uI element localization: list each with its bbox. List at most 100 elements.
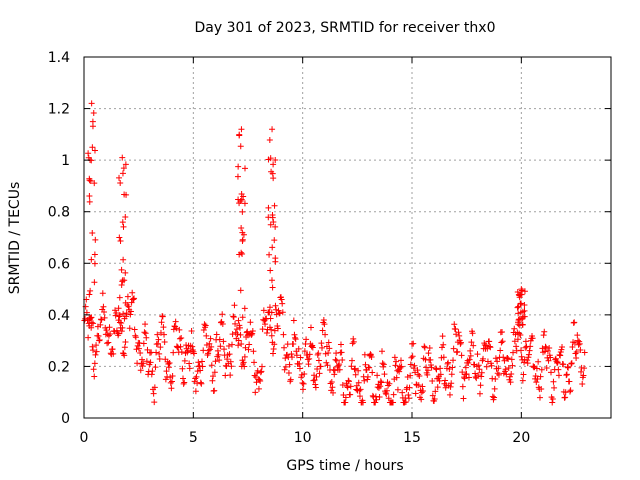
data-point — [544, 347, 551, 354]
data-point — [149, 368, 156, 375]
data-point — [521, 302, 528, 309]
data-point — [143, 334, 150, 341]
data-point — [316, 370, 323, 377]
data-point — [580, 372, 587, 379]
data-point — [282, 363, 289, 370]
data-point — [252, 389, 259, 396]
data-point — [93, 348, 100, 355]
data-point — [173, 325, 180, 332]
data-point — [576, 340, 583, 347]
data-point — [328, 378, 335, 385]
data-point — [162, 376, 169, 383]
data-point — [500, 354, 507, 361]
data-point — [545, 357, 552, 364]
data-point — [237, 331, 244, 338]
data-point — [405, 391, 412, 398]
data-point — [199, 363, 206, 370]
data-point — [377, 378, 384, 385]
data-point — [448, 371, 455, 378]
data-point — [112, 312, 119, 319]
data-point — [379, 348, 386, 355]
data-point — [266, 324, 273, 331]
data-point — [281, 366, 288, 373]
data-point — [142, 321, 149, 328]
data-point — [286, 361, 293, 368]
data-point — [121, 352, 128, 359]
data-point — [122, 161, 129, 168]
data-point — [375, 384, 382, 391]
data-point — [268, 277, 275, 284]
data-point — [210, 373, 217, 380]
data-point — [237, 143, 244, 150]
data-point — [480, 355, 487, 362]
data-point — [319, 327, 326, 334]
data-point — [303, 336, 310, 343]
data-point — [476, 390, 483, 397]
data-point — [489, 393, 496, 400]
data-point — [499, 329, 506, 336]
data-point — [336, 361, 343, 368]
data-point — [527, 343, 534, 350]
y-tick-label: 0 — [61, 411, 70, 427]
data-point — [522, 338, 529, 345]
data-point — [191, 350, 198, 357]
data-point — [95, 332, 102, 339]
data-point — [386, 380, 393, 387]
data-point — [310, 377, 317, 384]
data-point — [351, 366, 358, 373]
data-point — [519, 377, 526, 384]
data-point — [219, 311, 226, 318]
data-point — [318, 340, 325, 347]
data-point — [106, 324, 113, 331]
data-point — [93, 342, 100, 349]
data-point — [213, 331, 220, 338]
data-point — [203, 332, 210, 339]
data-point — [458, 352, 465, 359]
data-point — [347, 383, 354, 390]
data-point — [270, 161, 277, 168]
data-point — [125, 303, 132, 310]
data-point — [478, 369, 485, 376]
data-point — [377, 383, 384, 390]
data-point — [163, 368, 170, 375]
data-point — [348, 363, 355, 370]
data-point — [269, 284, 276, 291]
data-point — [241, 363, 248, 370]
data-point — [525, 351, 532, 358]
data-point — [122, 299, 129, 306]
data-point — [356, 387, 363, 394]
data-point — [140, 340, 147, 347]
data-point — [420, 388, 427, 395]
data-point — [296, 360, 303, 367]
data-point — [130, 296, 137, 303]
data-point — [312, 381, 319, 388]
data-point — [270, 346, 277, 353]
data-point — [135, 345, 142, 352]
data-point — [352, 365, 359, 372]
data-point — [156, 356, 163, 363]
data-point — [547, 354, 554, 361]
data-point — [270, 218, 277, 225]
data-point — [345, 377, 352, 384]
data-point — [172, 318, 179, 325]
data-point — [330, 389, 337, 396]
data-point — [405, 395, 412, 402]
data-point — [165, 361, 172, 368]
data-point — [132, 334, 139, 341]
data-point — [124, 293, 131, 300]
data-point — [126, 325, 133, 332]
data-point — [272, 156, 279, 163]
data-point — [155, 336, 162, 343]
data-point — [317, 363, 324, 370]
data-point — [228, 341, 235, 348]
data-point — [109, 346, 116, 353]
data-point — [362, 361, 369, 368]
data-point — [117, 179, 124, 186]
data-point — [397, 357, 404, 364]
data-point — [492, 355, 499, 362]
data-point — [459, 369, 466, 376]
data-point — [509, 362, 516, 369]
data-point — [565, 364, 572, 371]
data-point — [412, 390, 419, 397]
data-point — [520, 371, 527, 378]
